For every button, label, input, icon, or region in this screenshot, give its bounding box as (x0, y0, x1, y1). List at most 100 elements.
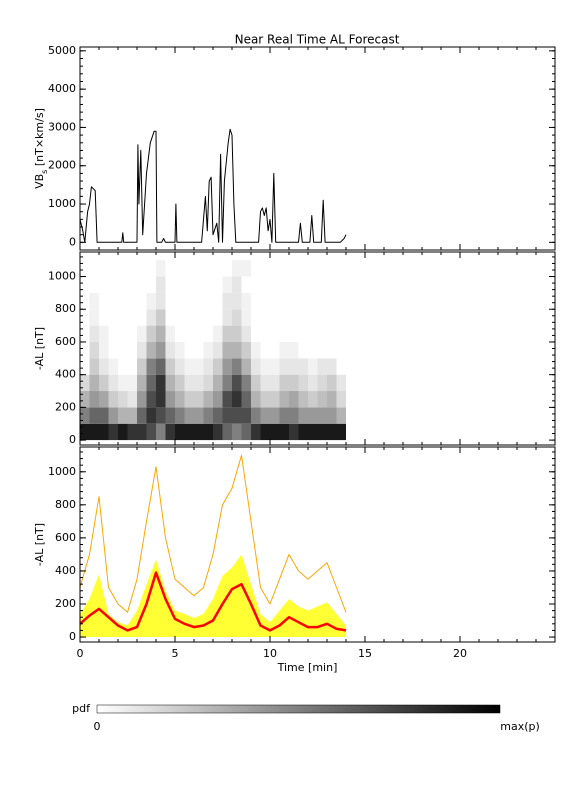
heat-cell (213, 276, 223, 293)
heat-cell (317, 341, 327, 359)
y-tick-label: 200 (55, 400, 76, 413)
heat-cell (298, 309, 308, 326)
heat-cell (279, 407, 289, 424)
heat-cell (99, 407, 109, 424)
heat-cell (298, 292, 308, 310)
heat-cell (241, 391, 251, 408)
heat-cell (156, 423, 166, 441)
heat-cell (308, 309, 318, 326)
heat-cell (99, 292, 109, 310)
heat-cell (80, 292, 90, 310)
heat-cell (289, 309, 299, 326)
heat-cell (99, 309, 109, 326)
heat-cell (270, 423, 280, 441)
heat-cell (279, 358, 289, 375)
heat-cell (279, 292, 289, 310)
heat-cell (232, 276, 242, 293)
heat-cell (336, 391, 346, 408)
heat-cell (108, 423, 118, 441)
heat-cell (222, 341, 232, 359)
y-tick-label: 200 (55, 597, 76, 610)
heat-cell (336, 358, 346, 375)
heat-cell (118, 341, 128, 359)
heat-cell (175, 292, 185, 310)
y-tick-label: 800 (55, 302, 76, 315)
heat-cell (156, 341, 166, 359)
heat-cell (317, 423, 327, 441)
heat-cell (289, 341, 299, 359)
heat-cell (156, 309, 166, 326)
y-axis-label-part: s (40, 170, 49, 174)
heat-cell (279, 309, 289, 326)
heat-cell (222, 423, 232, 441)
heat-cell (175, 260, 185, 277)
x-tick-label: 15 (358, 647, 372, 660)
y-axis-label: -AL [nT] (33, 327, 46, 370)
heat-cell (336, 423, 346, 441)
heat-cell (118, 309, 128, 326)
y-tick-label: 0 (69, 433, 76, 446)
heat-cell (251, 341, 261, 359)
heat-cell (156, 292, 166, 310)
heat-cell (99, 260, 109, 277)
heat-cell (137, 292, 147, 310)
heat-cell (232, 260, 242, 277)
heat-cell (327, 407, 337, 424)
heat-cell (222, 358, 232, 375)
heat-cell (232, 341, 242, 359)
heat-cell (184, 341, 194, 359)
heat-cell (165, 391, 175, 408)
heat-cell (222, 292, 232, 310)
heat-cell (308, 325, 318, 342)
heat-cell (165, 341, 175, 359)
heat-cell (270, 391, 280, 408)
heat-cell (127, 391, 137, 408)
heat-cell (251, 325, 261, 342)
heat-cell (80, 374, 90, 392)
heat-cell (308, 260, 318, 277)
heat-cell (99, 325, 109, 342)
y-tick-label: 2000 (48, 159, 76, 172)
heat-cell (137, 391, 147, 408)
heat-cell (270, 260, 280, 277)
heat-cell (241, 423, 251, 441)
heat-cell (251, 276, 261, 293)
heat-cell (270, 292, 280, 310)
y-tick-label: 800 (55, 498, 76, 511)
heat-cell (89, 309, 99, 326)
y-tick-label: 1000 (48, 465, 76, 478)
heat-cell (232, 391, 242, 408)
heat-cell (327, 309, 337, 326)
heat-cell (336, 341, 346, 359)
colorbar (96, 704, 501, 714)
heat-cell (118, 358, 128, 375)
y-tick-label: 0 (69, 630, 76, 643)
heat-cell (118, 407, 128, 424)
heat-cell (260, 341, 270, 359)
heat-cell (194, 276, 204, 293)
heat-cell (203, 276, 213, 293)
colorbar-max: max(p) (500, 720, 540, 733)
heat-cell (241, 276, 251, 293)
heat-cell (137, 260, 147, 277)
y-tick-label: 5000 (48, 44, 76, 57)
heat-cell (327, 292, 337, 310)
heat-cell (327, 358, 337, 375)
heat-cell (317, 309, 327, 326)
heat-cell (270, 276, 280, 293)
heat-cell (127, 292, 137, 310)
heat-cell (327, 423, 337, 441)
heat-cell (222, 276, 232, 293)
heat-cell (137, 358, 147, 375)
heat-cell (137, 325, 147, 342)
heat-cell (156, 260, 166, 277)
x-tick-label: 10 (263, 647, 277, 660)
heat-cell (146, 276, 156, 293)
heat-cell (165, 309, 175, 326)
heat-cell (146, 341, 156, 359)
heat-cell (99, 423, 109, 441)
heat-cell (279, 260, 289, 277)
heat-cell (317, 292, 327, 310)
heat-cell (108, 374, 118, 392)
heat-cell (108, 292, 118, 310)
